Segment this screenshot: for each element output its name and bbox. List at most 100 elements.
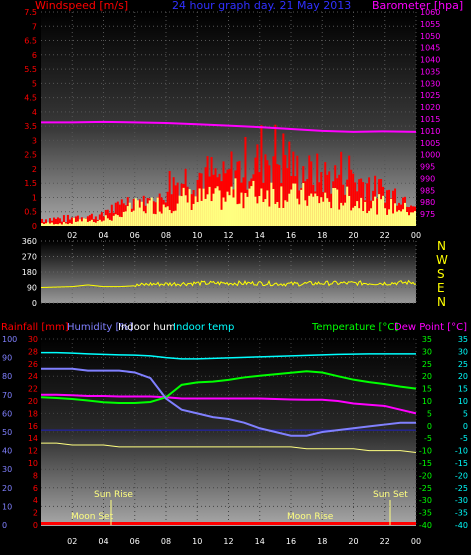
windgust-bar [84,218,87,226]
windspeed-bar [52,217,55,226]
barometer-tick: 1030 [420,79,440,88]
barometer-tick: 990 [420,174,435,183]
rainfall-tick: 0 [33,521,38,530]
windgust-bar [318,203,321,226]
windgust-bar [146,203,149,226]
windspeed-bar [362,182,365,226]
windspeed-tick: 4 [32,108,37,117]
windspeed-bar [70,217,73,226]
compass-w: W [436,253,448,267]
windgust-bar [104,215,107,226]
windgust-bar [292,183,295,226]
windspeed-tick: 7 [32,22,37,31]
windgust-bar [250,186,253,226]
wind-direction-line [40,279,417,288]
windgust-bar [198,188,201,226]
windgust-bar [58,223,61,226]
windgust-bar [204,198,207,226]
time-tick-top: 00 [411,231,421,240]
windspeed-bar [260,125,263,226]
windgust-bar [368,210,371,226]
windspeed-bar [238,160,241,226]
humidity-tick: 80 [2,372,12,381]
rainfall-axis-label: Rainfall [mm] [1,322,69,333]
windspeed-bar [170,194,173,226]
windspeed-bar [210,157,213,226]
windgust-bar [330,208,333,226]
windgust-bar [134,198,137,226]
windspeed-bar [44,219,47,226]
windspeed-bar [56,217,59,226]
windgust-bar [362,211,365,226]
direction-tick: 180 [22,268,37,277]
windspeed-bar [348,155,351,226]
windgust-bar [120,217,123,226]
windgust-bar [116,215,119,226]
rainfall-tick: 28 [28,347,38,356]
windspeed-bar [94,216,97,226]
windgust-bar [234,178,237,226]
windgust-bar [412,212,415,226]
windgust-bar [400,211,403,226]
indoor-hum-label: Indoor hum [118,322,176,333]
windgust-bar [216,186,219,226]
temperature-tick: -15 [419,459,432,468]
barometer-axis-label: Barometer [hpa] [372,0,463,12]
dew-point-tick: 25 [458,360,468,369]
temperature-tick: -35 [419,509,432,518]
windspeed-bar [354,182,357,226]
windgust-bar [140,201,143,226]
windspeed-bar [316,153,319,226]
windgust-bar [308,195,311,226]
barometer-tick: 1015 [420,115,440,124]
windgust-bar [386,214,389,226]
dew-point-tick: -15 [455,459,468,468]
windgust-bar [390,198,393,226]
barometer-tick: 1000 [420,151,440,160]
windspeed-bar [342,184,345,226]
windspeed-bar [264,154,267,226]
windspeed-bar [392,190,395,226]
windgust-bar [138,207,141,226]
barometer-tick: 1040 [420,56,440,65]
barometer-tick: 1060 [420,8,440,17]
windgust-bar [96,221,99,226]
humidity-tick: 60 [2,409,12,418]
windgust-bar [282,207,285,226]
barometer-tick: 1025 [420,91,440,100]
direction-tick: 270 [22,253,37,262]
dew-point-tick: 5 [463,409,468,418]
windgust-bar [68,223,71,226]
windgust-bar [372,200,375,226]
windspeed-bar [204,167,207,226]
windgust-bar [86,221,89,226]
temperature-tick: -30 [419,496,432,505]
windspeed-bar [66,214,69,226]
windgust-bar [74,221,77,226]
windgust-bar [172,211,175,226]
direction-tick: 90 [27,284,37,293]
windgust-bar [294,183,297,226]
windspeed-bar [358,179,361,226]
barometer-tick: 1045 [420,44,440,53]
windgust-bar [242,208,245,226]
windgust-bar [214,188,217,226]
windgust-bar [358,208,361,226]
windgust-bar [310,193,313,226]
windspeed-bar [376,198,379,226]
windgust-bar [394,203,397,226]
time-tick-bottom: 08 [161,537,171,546]
windspeed-bar [296,155,299,226]
windspeed-bar [116,201,119,226]
windgust-bar [182,187,185,226]
windgust-bar [132,210,135,226]
windgust-bar [156,197,159,226]
humidity-tick: 70 [2,391,12,400]
windgust-bar [396,211,399,226]
windspeed-bar [106,209,109,226]
time-tick-bottom: 14 [255,537,265,546]
rainfall-tick: 22 [28,385,38,394]
temperature-tick: 15 [422,385,432,394]
time-tick-top: 04 [98,231,108,240]
barometer-tick: 1035 [420,67,440,76]
